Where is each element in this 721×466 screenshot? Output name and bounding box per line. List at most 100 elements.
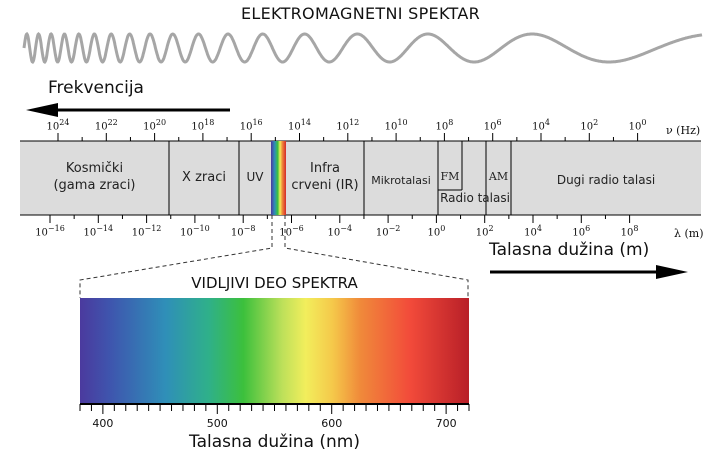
wavelength-tick-label-2: 10−12: [125, 224, 169, 238]
region-microwave: Mikrotalasi: [371, 174, 431, 187]
frequency-tick-label-5: 1014: [278, 118, 322, 132]
wavelength-tick-label-1: 10−14: [76, 224, 120, 238]
wavelength-tick-label-12: 108: [608, 224, 652, 238]
wavelength-tick-base-5: 10: [279, 227, 292, 239]
frequency-tick-exp-9: 6: [496, 118, 502, 127]
frequency-tick-label-1: 1022: [84, 118, 128, 132]
wavelength-tick-exp-4: −8: [243, 224, 256, 233]
wavelength-label: Talasna dužina (m): [489, 240, 650, 260]
region-fm: FM: [440, 170, 460, 183]
wavelength-tick-exp-12: 8: [633, 224, 639, 233]
frequency-tick-label-3: 1018: [181, 118, 225, 132]
wavelength-arrow: [490, 265, 688, 279]
region-ir-line1: Infra: [310, 161, 340, 176]
wavelength-tick-base-6: 10: [327, 227, 341, 239]
region-gamma-line2: (gama zraci): [53, 178, 136, 193]
frequency-tick-label-4: 1016: [229, 118, 273, 132]
frequency-tick-base-3: 10: [191, 121, 205, 133]
visible-tick-label-1: 500: [206, 417, 228, 430]
frequency-tick-exp-12: 0: [641, 118, 647, 127]
visible-axis-label: Talasna dužina (nm): [189, 432, 360, 452]
frequency-tick-base-1: 10: [94, 121, 108, 133]
wavelength-tick-label-9: 102: [463, 224, 507, 238]
frequency-tick-label-0: 1024: [36, 118, 80, 132]
frequency-tick-label-12: 100: [616, 118, 660, 132]
region-xray: X zraci: [182, 170, 226, 185]
frequency-tick-exp-1: 22: [107, 118, 118, 127]
frequency-unit: ν (Hz): [666, 124, 701, 137]
wavelength-tick-exp-11: 6: [585, 224, 591, 233]
em-wave: [22, 31, 703, 64]
wavelength-tick-exp-0: −16: [47, 224, 65, 233]
zoom-lines: [79, 215, 469, 298]
visible-title: VIDLJIVI DEO SPEKTRA: [191, 274, 358, 292]
wavelength-tick-exp-5: −6: [291, 224, 304, 233]
frequency-tick-label-6: 1012: [326, 118, 370, 132]
wavelength-tick-label-10: 104: [511, 224, 555, 238]
wavelength-tick-exp-8: 0: [440, 224, 446, 233]
frequency-tick-label-10: 104: [519, 118, 563, 132]
frequency-tick-base-7: 10: [384, 121, 398, 133]
wavelength-tick-exp-7: −2: [388, 224, 401, 233]
visible-tick-label-2: 600: [321, 417, 343, 430]
region-ir-line2: crveni (IR): [291, 178, 359, 193]
region-gamma-line1: Kosmički: [65, 161, 124, 176]
frequency-arrow: [26, 103, 230, 117]
frequency-tick-base-10: 10: [532, 121, 545, 133]
region-am: AM: [488, 170, 509, 183]
wavelength-tick-base-7: 10: [375, 227, 389, 239]
wavelength-tick-base-11: 10: [572, 227, 586, 239]
visible-tick-label-0: 400: [92, 417, 114, 430]
wavelength-tick-base-2: 10: [131, 227, 145, 239]
wavelength-tick-base-1: 10: [83, 227, 97, 239]
wavelength-tick-base-8: 10: [427, 227, 441, 239]
diagram-title: ELEKTROMAGNETNI SPEKTAR: [240, 4, 481, 23]
frequency-tick-label-11: 102: [567, 118, 611, 132]
wavelength-tick-base-10: 10: [524, 227, 537, 239]
region-dividers: [168, 141, 512, 215]
frequency-tick-base-6: 10: [336, 121, 350, 133]
frequency-tick-exp-5: 14: [300, 118, 311, 127]
wavelength-tick-exp-3: −10: [192, 224, 210, 233]
frequency-tick-exp-0: 24: [59, 118, 70, 127]
region-long-radio: Dugi radio talasi: [556, 173, 656, 187]
visible-strip: [271, 141, 286, 215]
spectrum-band: [20, 141, 701, 215]
wavelength-tick-label-0: 10−16: [28, 224, 72, 238]
frequency-tick-base-9: 10: [483, 121, 497, 133]
frequency-tick-exp-2: 20: [155, 118, 167, 127]
wavelength-tick-base-3: 10: [180, 227, 193, 239]
wavelength-tick-exp-2: −12: [144, 224, 162, 233]
region-radio: Radio talasi: [440, 191, 510, 205]
wavelength-tick-label-4: 10−8: [221, 224, 265, 238]
frequency-tick-exp-6: 12: [349, 118, 360, 127]
wavelength-tick-marks: [49, 215, 631, 223]
frequency-tick-base-12: 10: [628, 121, 642, 133]
wavelength-tick-exp-10: 4: [536, 224, 542, 233]
frequency-label: Frekvencija: [48, 78, 144, 98]
wavelength-tick-label-11: 106: [559, 224, 603, 238]
visible-spectrum-gradient: [80, 298, 469, 404]
wavelength-tick-label-6: 10−4: [318, 224, 362, 238]
region-uv: UV: [246, 170, 264, 184]
region-ir: Infra crveni (IR): [286, 160, 364, 194]
frequency-tick-label-7: 1010: [374, 118, 418, 132]
frequency-tick-exp-10: 4: [544, 118, 550, 127]
frequency-tick-base-4: 10: [239, 121, 253, 133]
frequency-tick-exp-4: 16: [252, 118, 263, 127]
wavelength-tick-base-9: 10: [475, 227, 489, 239]
wavelength-tick-label-5: 10−6: [270, 224, 314, 238]
visible-tick-marks: [79, 404, 470, 414]
wavelength-tick-label-3: 10−10: [173, 224, 217, 238]
visible-tick-label-3: 700: [435, 417, 457, 430]
frequency-tick-base-11: 10: [580, 121, 594, 133]
frequency-tick-base-8: 10: [435, 121, 449, 133]
frequency-tick-label-2: 1020: [133, 118, 177, 132]
frequency-tick-label-8: 108: [422, 118, 466, 132]
frequency-tick-base-5: 10: [288, 121, 301, 133]
wavelength-unit: λ (m): [674, 227, 704, 240]
wavelength-tick-base-0: 10: [35, 227, 48, 239]
wavelength-tick-base-12: 10: [620, 227, 634, 239]
